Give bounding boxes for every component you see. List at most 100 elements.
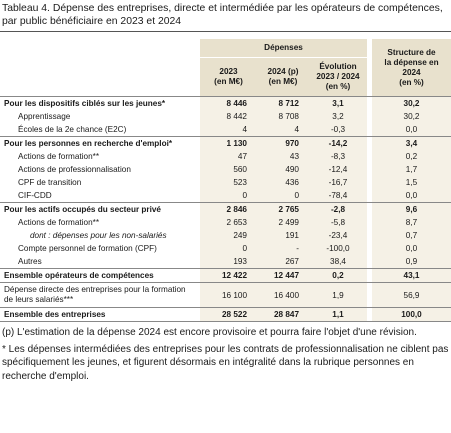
cell-value: 249: [200, 229, 257, 242]
column-header: 2023 (en M€): [200, 57, 257, 97]
cell-value: -0,3: [309, 123, 367, 137]
group-header: Dépenses: [200, 39, 367, 58]
row-label: Ensemble des entreprises: [0, 307, 200, 322]
spacer: [367, 307, 372, 322]
table-row: dont : dépenses pour les non-salariés 249…: [0, 229, 451, 242]
cell-value: 16 100: [200, 282, 257, 308]
row-label: Pour les personnes en recherche d'emploi…: [0, 136, 200, 150]
cell-value: 560: [200, 163, 257, 176]
row-label: Actions de formation**: [18, 152, 100, 161]
cell-value: 47: [200, 150, 257, 163]
row-label: Écoles de la 2e chance (E2C): [18, 125, 127, 134]
spacer: [367, 268, 372, 283]
cell-value: 1,5: [372, 176, 451, 189]
cell-value: -5,8: [309, 216, 367, 229]
cell-value: 100,0: [372, 307, 451, 322]
column-header: Évolution 2023 / 2024 (en %): [309, 57, 367, 97]
table-row: Compte personnel de formation (CPF) 0- -10…: [0, 242, 451, 255]
note: (p) L'estimation de la dépense 2024 est …: [2, 327, 417, 338]
cell-value: 0,2: [372, 150, 451, 163]
spacer: [367, 136, 372, 150]
cell-value: 2 653: [200, 216, 257, 229]
cell-value: 16 400: [257, 282, 309, 308]
cell-value: 191: [257, 229, 309, 242]
spacer: [367, 176, 372, 189]
cell-value: 12 447: [257, 268, 309, 283]
cell-value: 43: [257, 150, 309, 163]
cell-value: 0: [200, 242, 257, 255]
cell-value: 0: [200, 189, 257, 203]
cell-value: 43,1: [372, 268, 451, 283]
cell-value: -14,2: [309, 136, 367, 150]
total-row: Ensemble des entreprises 28 522 28 847 1,1 1…: [0, 307, 451, 322]
cell-value: 3,1: [309, 96, 367, 110]
row-label: Apprentissage: [18, 112, 71, 121]
table-row: Actions de professionnalisation 560 490 -12…: [0, 163, 451, 176]
cell-value: 56,9: [372, 282, 451, 308]
cell-value: -78,4: [309, 189, 367, 203]
spacer: [367, 229, 372, 242]
cell-value: 3,2: [309, 110, 367, 123]
data-table: Dépenses Structure de la dépense en 2024 …: [0, 39, 451, 322]
cell-value: 970: [257, 136, 309, 150]
row-label: Ensemble opérateurs de compétences: [0, 268, 200, 283]
row-label: CIF-CDD: [18, 191, 52, 200]
cell-value: 28 847: [257, 307, 309, 322]
row-label: Actions de professionnalisation: [18, 165, 131, 174]
cell-value: 30,2: [372, 110, 451, 123]
cell-value: -: [257, 242, 309, 255]
spacer: [367, 202, 372, 216]
header-blank: [0, 39, 200, 58]
total-row: Ensemble opérateurs de compétences 12 422…: [0, 268, 451, 283]
cell-value: 9,6: [372, 202, 451, 216]
table-row: CIF-CDD 0 0 -78,4 0,0: [0, 189, 451, 203]
cell-value: 2 765: [257, 202, 309, 216]
cell-value: 267: [257, 255, 309, 269]
cell-value: 38,4: [309, 255, 367, 269]
cell-value: 0: [257, 189, 309, 203]
cell-value: -2,8: [309, 202, 367, 216]
notes: (p) L'estimation de la dépense 2024 est …: [0, 322, 451, 383]
table-row: Pour les dispositifs ciblés sur les jeun…: [0, 96, 451, 110]
table-row: Actions de formation** 47 43 -8,3 0,2: [0, 150, 451, 163]
cell-value: 1,1: [309, 307, 367, 322]
row-label: dont : dépenses pour les non-salariés: [30, 231, 167, 240]
cell-value: 1 130: [200, 136, 257, 150]
cell-value: 4: [257, 123, 309, 137]
cell-value: 8 708: [257, 110, 309, 123]
header-row: 2023 (en M€) 2024 (p) (en M€) Évolution 20…: [0, 57, 451, 97]
cell-value: 1,9: [309, 282, 367, 308]
cell-value: 8,7: [372, 216, 451, 229]
cell-value: 436: [257, 176, 309, 189]
spacer: [367, 96, 372, 110]
cell-value: -16,7: [309, 176, 367, 189]
row-label: Actions de formation**: [18, 218, 100, 227]
cell-value: 30,2: [372, 96, 451, 110]
header-blank: [0, 57, 200, 97]
table-row: Pour les personnes en recherche d'emploi…: [0, 136, 451, 150]
cell-value: 8 712: [257, 96, 309, 110]
cell-value: 2 499: [257, 216, 309, 229]
spacer: [367, 163, 372, 176]
spacer: [367, 39, 372, 97]
table-row: Pour les actifs occupés du secteur privé…: [0, 202, 451, 216]
spacer: [367, 150, 372, 163]
table-row: Autres 193 267 38,4 0,9: [0, 255, 451, 269]
cell-value: 523: [200, 176, 257, 189]
spacer: [367, 255, 372, 269]
cell-value: 2 846: [200, 202, 257, 216]
row-label: CPF de transition: [18, 178, 82, 187]
cell-value: 1,7: [372, 163, 451, 176]
cell-value: 4: [200, 123, 257, 137]
table-row: Actions de formation** 2 653 2 499 -5,8 8,7: [0, 216, 451, 229]
table-body: Pour les dispositifs ciblés sur les jeun…: [0, 96, 451, 322]
cell-value: 0,2: [309, 268, 367, 283]
spacer: [367, 110, 372, 123]
cell-value: 0,0: [372, 123, 451, 137]
table-row: CPF de transition 523 436 -16,7 1,5: [0, 176, 451, 189]
cell-value: 28 522: [200, 307, 257, 322]
cell-value: 490: [257, 163, 309, 176]
spacer: [367, 216, 372, 229]
cell-value: 193: [200, 255, 257, 269]
table-row: Apprentissage 8 442 8 708 3,2 30,2: [0, 110, 451, 123]
